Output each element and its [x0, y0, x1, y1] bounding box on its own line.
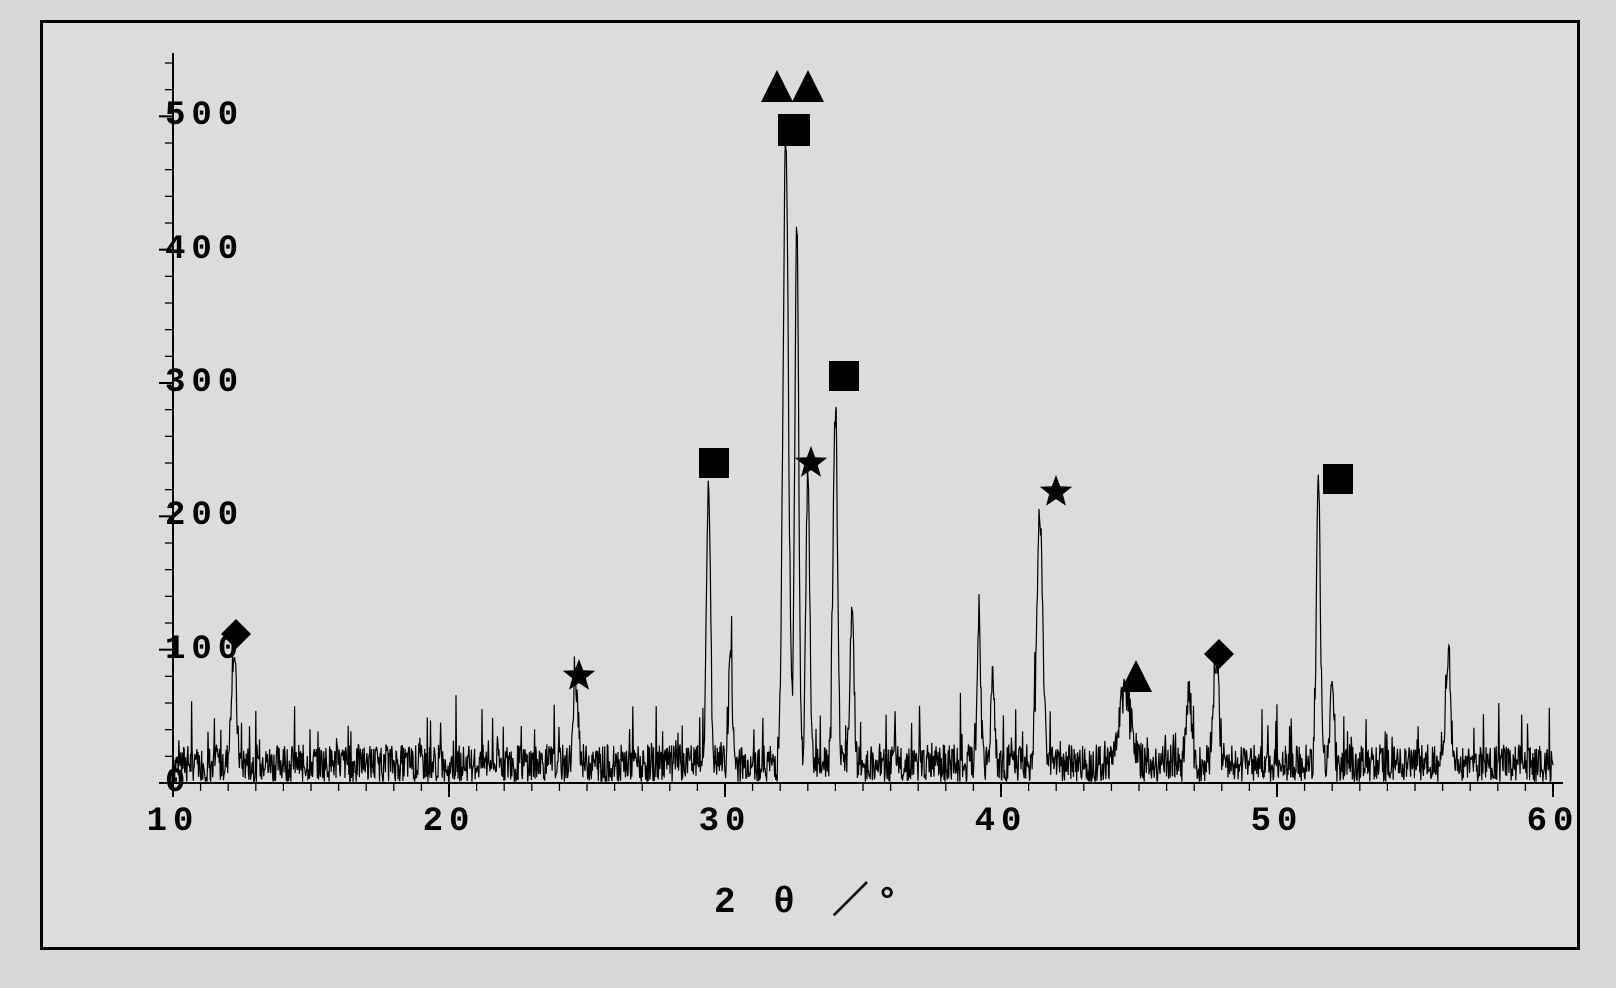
triangle-marker: [1120, 660, 1152, 692]
x-tick-label: 20: [423, 803, 476, 841]
y-tick-label: 500: [165, 97, 1473, 135]
y-tick-label: 100: [165, 631, 1473, 669]
y-tick-label: 0: [165, 764, 1473, 802]
x-tick-label: 50: [1251, 803, 1304, 841]
y-tick-label: 200: [165, 497, 1473, 535]
x-tick-label: 10: [147, 803, 200, 841]
diamond-marker: [221, 619, 251, 649]
square-marker: [778, 114, 810, 146]
star-marker: [1039, 475, 1073, 509]
star-marker: [562, 659, 596, 693]
x-tick-label: 30: [699, 803, 752, 841]
star-marker: [794, 446, 828, 480]
x-tick-label: 40: [975, 803, 1028, 841]
y-tick-label: 300: [165, 364, 1473, 402]
square-marker: [1323, 464, 1353, 494]
x-tick-label: 60: [1527, 803, 1580, 841]
x-axis-title: 2 θ ／°: [714, 871, 906, 923]
y-tick-label: 400: [165, 231, 1473, 269]
square-marker: [699, 448, 729, 478]
square-marker: [829, 361, 859, 391]
diamond-marker: [1204, 639, 1234, 669]
triangle-marker: [761, 70, 793, 102]
xrd-chart: 0 100 200 300 400 500 10 20 30 40 50 60 2 θ ／°: [40, 20, 1580, 950]
triangle-marker: [792, 70, 824, 102]
